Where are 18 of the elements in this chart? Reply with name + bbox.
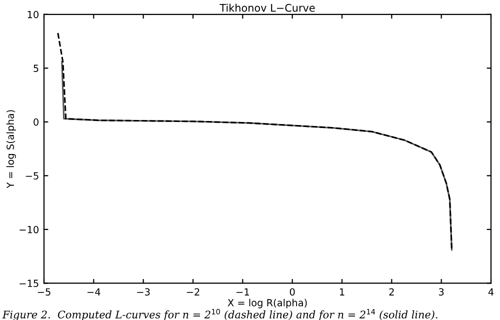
- x-tick-label: 1: [340, 288, 344, 296]
- y-tick-label: −5: [26, 172, 38, 180]
- y-axis-title: Y = log S(alpha): [6, 110, 16, 188]
- y-tick-label: −15: [20, 280, 38, 288]
- y-tick-label: 0: [34, 118, 38, 126]
- x-axis-title: X = log R(alpha): [228, 298, 307, 308]
- x-tick-label: −3: [137, 288, 150, 296]
- y-tick-label: −10: [20, 226, 38, 234]
- x-tick-label: −2: [186, 288, 200, 296]
- x-tick-label: −1: [236, 288, 249, 296]
- x-tick-label: 0: [290, 288, 295, 296]
- x-tick-label: 4: [488, 288, 494, 296]
- x-tick-label: 2: [389, 288, 394, 296]
- y-tick-label: 5: [34, 64, 38, 72]
- x-tick-label: 3: [438, 288, 444, 296]
- x-tick-label: −4: [88, 288, 100, 296]
- y-tick-label: 10: [28, 10, 38, 18]
- chart-title: Tikhonov L−Curve: [220, 4, 315, 12]
